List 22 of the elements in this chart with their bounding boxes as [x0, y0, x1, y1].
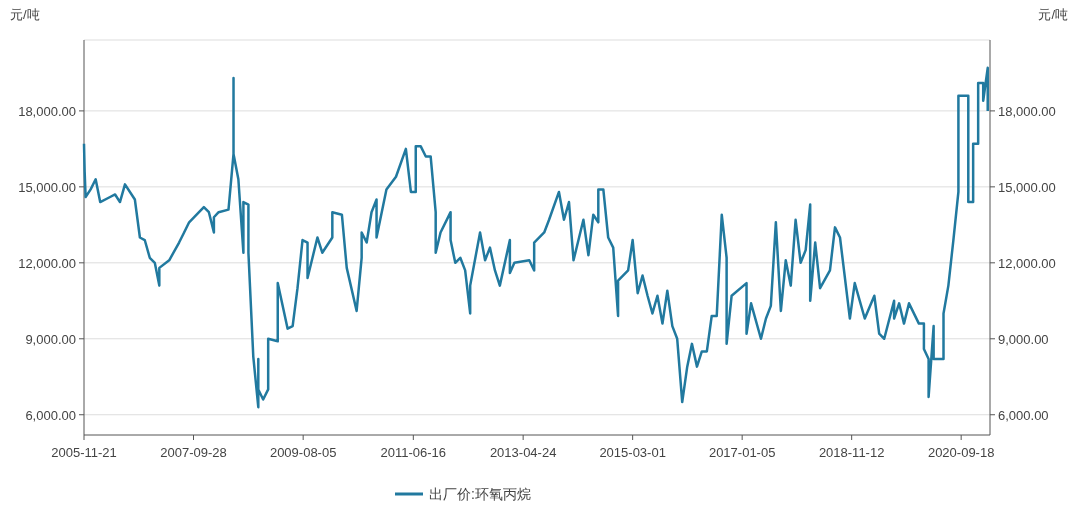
y2tick: 15,000.00: [998, 179, 1056, 195]
ytick: 18,000.00: [18, 103, 76, 119]
y2tick: 9,000.00: [998, 331, 1049, 347]
xtick: 2015-03-01: [599, 445, 666, 460]
xtick: 2017-01-05: [708, 445, 776, 460]
xtick: 2005-11-21: [51, 445, 117, 460]
y2tick: 18,000.00: [998, 103, 1056, 119]
y2tick: 6,000.00: [998, 407, 1049, 423]
y2tick: 12,000.00: [998, 255, 1056, 271]
ytick: 15,000.00: [18, 179, 76, 195]
xtick: 2007-09-28: [160, 445, 227, 460]
xtick: 2020-09-18: [927, 445, 995, 460]
ylabel: 元/吨: [10, 7, 40, 22]
xtick: 2013-04-24: [489, 445, 557, 460]
ytick: 12,000.00: [18, 255, 76, 271]
ytick: 9,000.00: [25, 331, 76, 347]
xtick: 2011-06-16: [380, 445, 447, 460]
xtick: 2009-08-05: [269, 445, 337, 460]
xtick: 2018-11-12: [818, 445, 885, 460]
legend-label: 出厂价:环氧丙烷: [429, 486, 531, 502]
ytick: 6,000.00: [25, 407, 76, 423]
y2label: 元/吨: [1038, 7, 1068, 22]
